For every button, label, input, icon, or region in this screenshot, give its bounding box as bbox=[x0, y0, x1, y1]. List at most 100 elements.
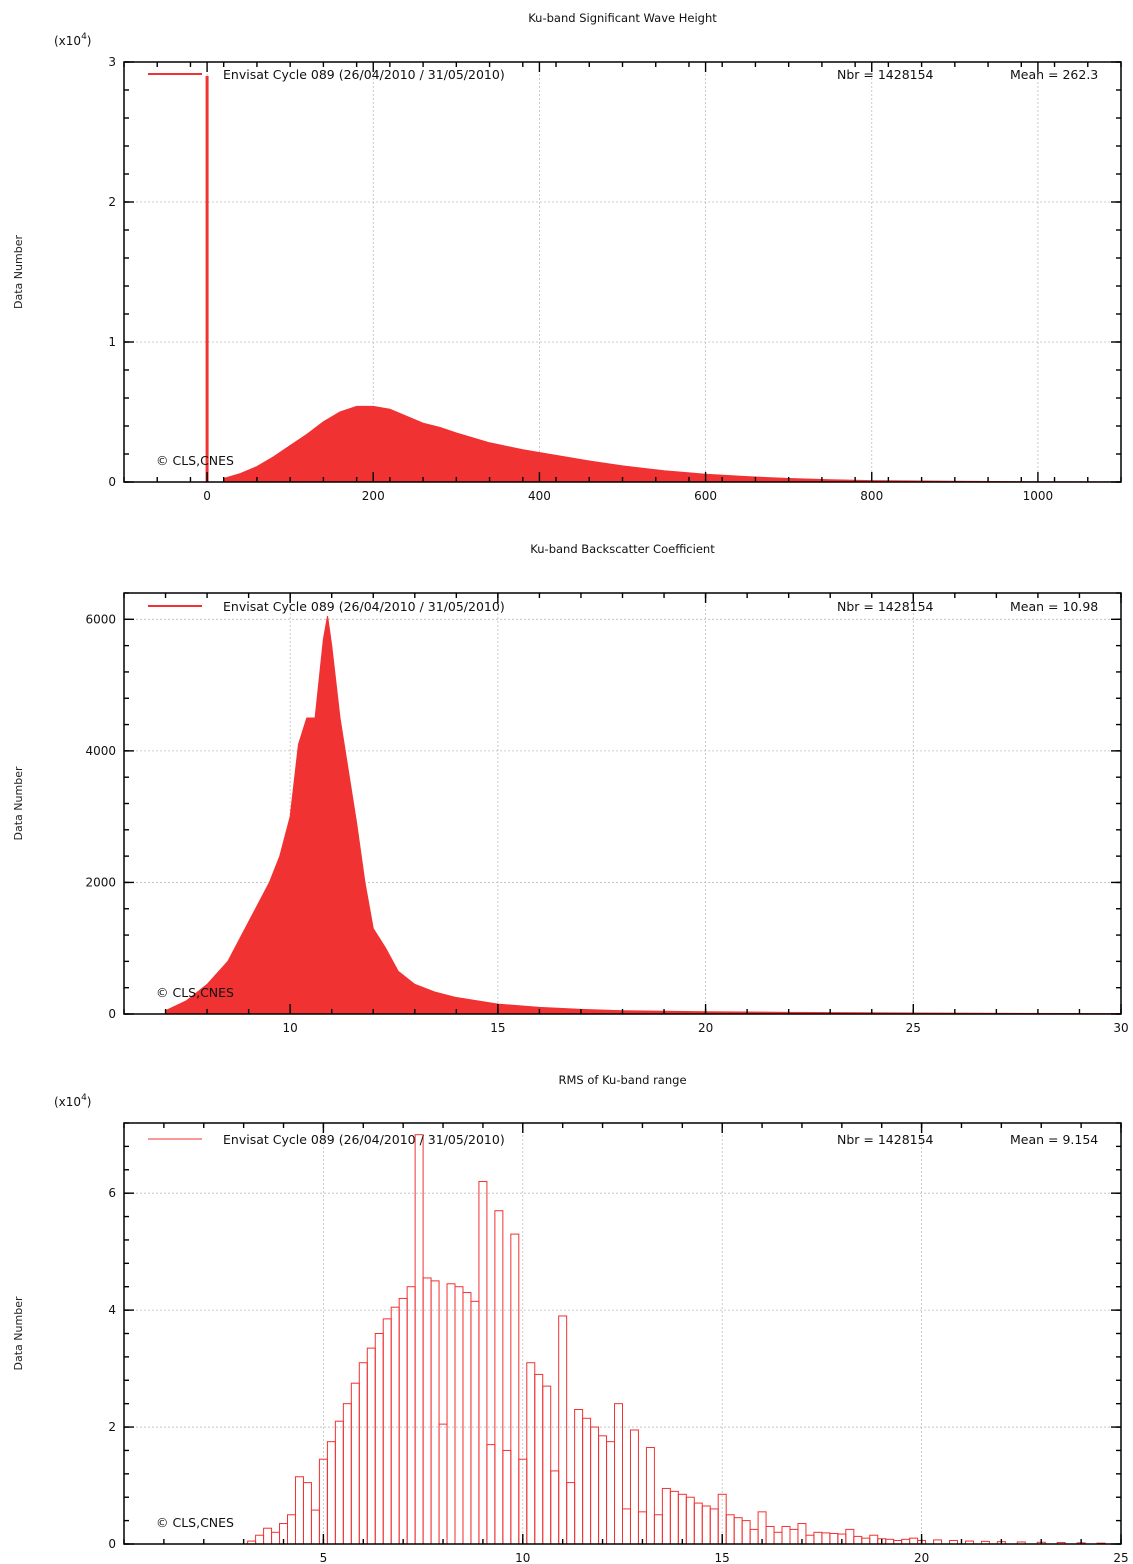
histogram-bar bbox=[558, 1315, 568, 1545]
histogram-bar bbox=[302, 1482, 312, 1545]
chart-swh: Ku-band Significant Wave Height Data Numb… bbox=[12, 11, 1122, 503]
series-histogram bbox=[247, 1134, 1106, 1545]
legend: Envisat Cycle 089 (26/04/2010 / 31/05/20… bbox=[148, 1132, 1098, 1147]
y-tick-label: 3 bbox=[108, 55, 116, 69]
y-tick-label: 0 bbox=[108, 475, 116, 489]
histogram-bar bbox=[414, 1134, 424, 1545]
x-tick-label: 0 bbox=[203, 489, 211, 503]
histogram-bar bbox=[741, 1520, 751, 1545]
histogram-bar bbox=[342, 1403, 352, 1545]
x-tick-label: 10 bbox=[283, 1021, 298, 1035]
histogram-bar bbox=[486, 1444, 496, 1545]
histogram-bar bbox=[366, 1347, 376, 1545]
y-axis-label: Data Number bbox=[12, 766, 25, 840]
histogram-bar bbox=[358, 1362, 368, 1545]
histogram-bar bbox=[271, 1531, 281, 1545]
histogram-bar bbox=[470, 1300, 480, 1545]
y-tick-label: 2000 bbox=[85, 875, 116, 889]
histogram-bar bbox=[861, 1537, 871, 1545]
chart-title: RMS of Ku-band range bbox=[558, 1073, 686, 1087]
y-scale-multiplier: (x104) bbox=[54, 32, 91, 48]
x-tick-label: 200 bbox=[362, 489, 385, 503]
histogram-bar bbox=[382, 1318, 392, 1545]
y-tick-label: 6 bbox=[108, 1186, 116, 1200]
x-tick-label: 400 bbox=[528, 489, 551, 503]
y-scale-multiplier: (x104) bbox=[54, 1093, 91, 1109]
histogram-bar bbox=[821, 1532, 831, 1545]
histogram-bar bbox=[287, 1514, 296, 1545]
y-axis-label: Data Number bbox=[12, 235, 25, 309]
histogram-bar bbox=[813, 1531, 823, 1545]
histogram-bar bbox=[685, 1496, 695, 1545]
histogram-bar bbox=[398, 1297, 408, 1545]
x-tick-label: 25 bbox=[906, 1021, 921, 1035]
legend-count: Nbr = 1428154 bbox=[837, 599, 934, 614]
histogram-bar bbox=[574, 1409, 584, 1545]
histogram-bar bbox=[326, 1441, 336, 1545]
histogram-bar bbox=[669, 1490, 679, 1545]
histogram-bar bbox=[733, 1517, 743, 1545]
x-tick-label: 10 bbox=[515, 1551, 530, 1564]
series-histogram bbox=[165, 615, 1122, 1015]
y-tick-label: 1 bbox=[108, 335, 116, 349]
histogram-bar bbox=[693, 1502, 703, 1545]
legend-mean: Mean = 262.3 bbox=[1010, 67, 1098, 82]
histogram-bar bbox=[765, 1525, 775, 1545]
histogram-bar bbox=[422, 1277, 432, 1545]
histogram-bar bbox=[430, 1280, 440, 1545]
histogram-bar bbox=[310, 1509, 320, 1545]
legend-mean: Mean = 10.98 bbox=[1010, 599, 1098, 614]
copyright-label: © CLS,CNES bbox=[156, 1515, 234, 1530]
y-tick-label: 4 bbox=[108, 1303, 116, 1317]
histogram-bar bbox=[446, 1283, 456, 1545]
legend-label: Envisat Cycle 089 (26/04/2010 / 31/05/20… bbox=[223, 599, 505, 614]
histogram-bar bbox=[709, 1508, 719, 1545]
copyright-label: © CLS,CNES bbox=[156, 985, 234, 1000]
x-tick-label: 20 bbox=[698, 1021, 713, 1035]
histogram-bar bbox=[390, 1306, 400, 1545]
x-tick-label: 800 bbox=[860, 489, 883, 503]
histogram-bar bbox=[773, 1531, 783, 1545]
histogram-bar bbox=[749, 1528, 759, 1545]
histogram-bar bbox=[502, 1449, 512, 1545]
chart-title: Ku-band Backscatter Coefficient bbox=[530, 542, 715, 556]
chart-sigma0: Ku-band Backscatter Coefficient Data Numb… bbox=[12, 542, 1129, 1035]
histogram-bar bbox=[629, 1429, 639, 1545]
histogram-bar bbox=[526, 1362, 536, 1545]
histogram-bar bbox=[438, 1423, 448, 1545]
histogram-bar bbox=[598, 1435, 608, 1545]
x-tick-label: 15 bbox=[490, 1021, 505, 1035]
x-tick-label: 15 bbox=[715, 1551, 730, 1564]
histogram-bar bbox=[294, 1476, 304, 1545]
histogram-bar bbox=[781, 1525, 791, 1545]
histogram-bar bbox=[255, 1534, 265, 1545]
histogram-bar bbox=[542, 1385, 552, 1545]
histogram-bar bbox=[510, 1233, 520, 1545]
histogram-bar bbox=[701, 1505, 711, 1545]
y-tick-label: 6000 bbox=[85, 612, 116, 626]
y-tick-label: 0 bbox=[108, 1007, 116, 1021]
y-tick-label: 0 bbox=[108, 1537, 116, 1551]
histogram-bar bbox=[853, 1535, 863, 1545]
y-axis-label: Data Number bbox=[12, 1296, 25, 1370]
histogram-bar bbox=[645, 1447, 655, 1545]
histogram-bar bbox=[725, 1514, 735, 1545]
histogram-bar bbox=[661, 1487, 671, 1545]
x-tick-label: 600 bbox=[694, 489, 717, 503]
x-tick-label: 1000 bbox=[1023, 489, 1054, 503]
axis-ticks: 10 15 20 25 30 0 2000 4000 6000 bbox=[85, 592, 1129, 1035]
series-histogram bbox=[205, 76, 1122, 483]
histogram-area bbox=[165, 615, 1122, 1015]
x-tick-label: 30 bbox=[1113, 1021, 1128, 1035]
histogram-bar bbox=[805, 1534, 815, 1545]
histogram-bar bbox=[334, 1420, 344, 1545]
legend-mean: Mean = 9.154 bbox=[1010, 1132, 1098, 1147]
histogram-bar bbox=[550, 1470, 560, 1545]
histogram-bar bbox=[614, 1403, 623, 1545]
copyright-label: © CLS,CNES bbox=[156, 453, 234, 468]
histogram-bar bbox=[374, 1333, 384, 1545]
legend-label: Envisat Cycle 089 (26/04/2010 / 31/05/20… bbox=[223, 1132, 505, 1147]
histogram-bar bbox=[454, 1286, 464, 1545]
histogram-bar bbox=[789, 1528, 799, 1545]
